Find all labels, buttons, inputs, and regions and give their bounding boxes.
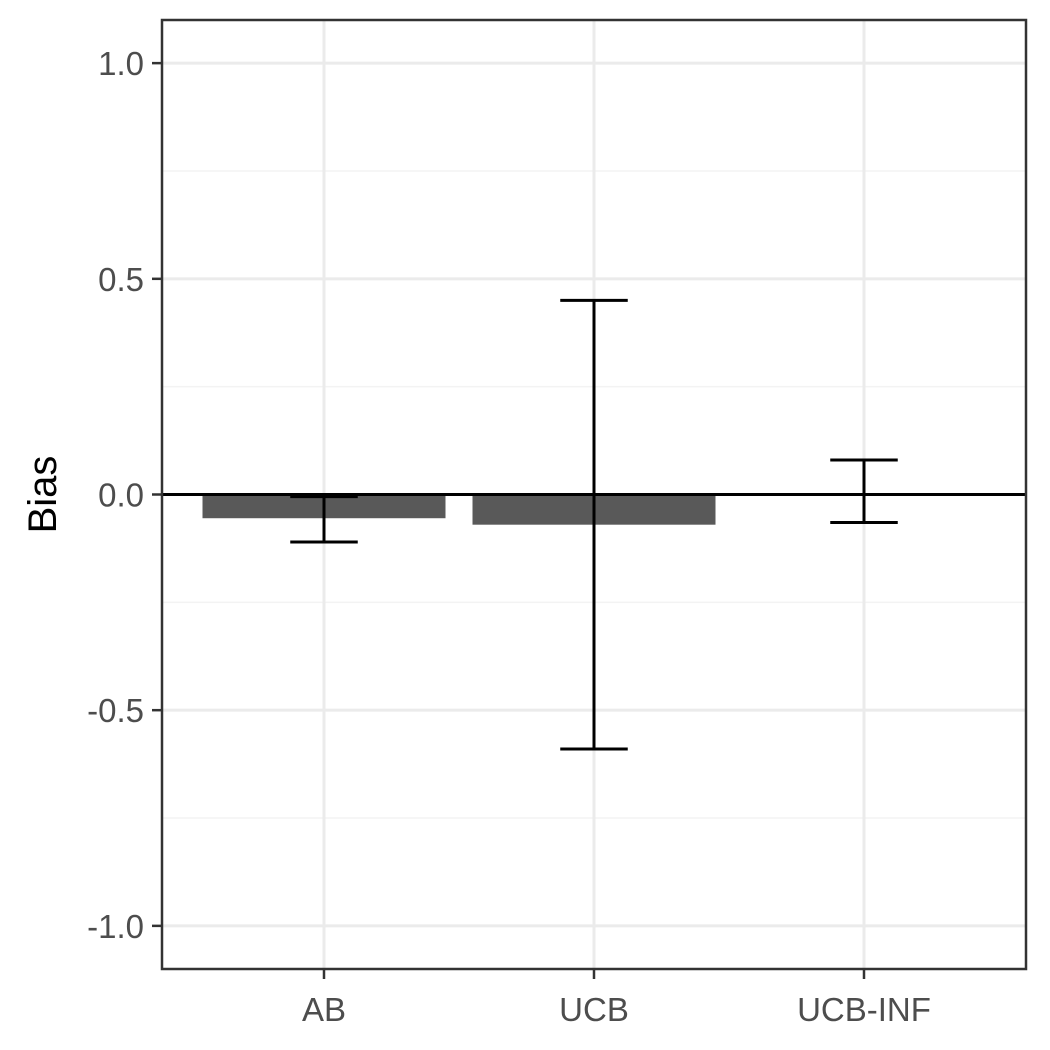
y-tick-label: 1.0 bbox=[98, 45, 144, 82]
error-bar bbox=[830, 458, 898, 525]
x-tick-label: AB bbox=[302, 991, 346, 1028]
y-tick-label: 0.0 bbox=[98, 477, 144, 514]
y-axis-ticks: -1.0 -0.5 0.0 0.5 1.0 bbox=[87, 45, 162, 945]
x-tick-label: UCB bbox=[559, 991, 629, 1028]
y-axis-label: Bias bbox=[21, 456, 65, 534]
y-tick-label: -1.0 bbox=[87, 908, 144, 945]
x-axis-ticks: AB UCB UCB-INF bbox=[302, 969, 931, 1028]
y-tick-label: -0.5 bbox=[87, 692, 144, 729]
error-bar bbox=[560, 298, 628, 751]
error-bars bbox=[290, 298, 898, 751]
error-bar bbox=[290, 495, 358, 544]
x-tick-label: UCB-INF bbox=[797, 991, 931, 1028]
y-tick-label: 0.5 bbox=[98, 261, 144, 298]
